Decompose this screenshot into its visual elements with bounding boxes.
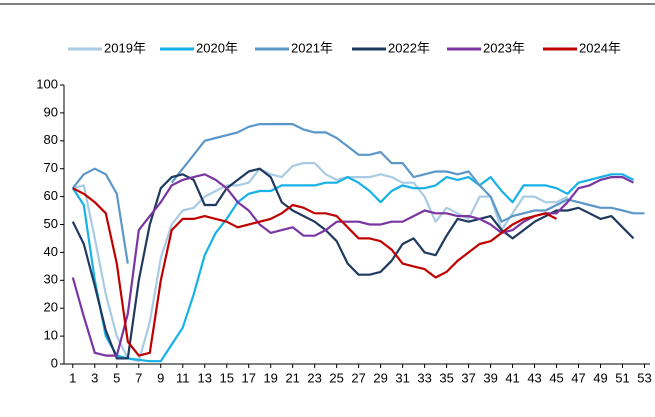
y-tick-label: 90 xyxy=(44,104,58,119)
legend-label: 2019年 xyxy=(104,40,146,55)
x-tick-label: 15 xyxy=(219,370,233,385)
y-tick-label: 100 xyxy=(36,76,58,91)
x-tick-label: 17 xyxy=(241,370,255,385)
y-tick-label: 40 xyxy=(44,244,58,259)
x-tick-label: 41 xyxy=(505,370,519,385)
x-tick-label: 27 xyxy=(351,370,365,385)
x-tick-label: 33 xyxy=(417,370,431,385)
x-tick-label: 29 xyxy=(373,370,387,385)
x-tick-label: 13 xyxy=(197,370,211,385)
x-tick-label: 1 xyxy=(69,370,76,385)
y-tick-label: 60 xyxy=(44,188,58,203)
x-tick-label: 23 xyxy=(307,370,321,385)
legend-label: 2022年 xyxy=(388,40,430,55)
x-tick-label: 43 xyxy=(527,370,541,385)
x-tick-label: 7 xyxy=(135,370,142,385)
x-tick-label: 49 xyxy=(593,370,607,385)
x-tick-label: 11 xyxy=(176,370,190,385)
series-line xyxy=(72,187,558,357)
x-tick-label: 3 xyxy=(91,370,98,385)
legend-label: 2021年 xyxy=(291,40,333,55)
y-tick-label: 10 xyxy=(44,328,58,343)
y-tick-label: 50 xyxy=(44,216,58,231)
series-line xyxy=(71,167,635,360)
x-tick-label: 21 xyxy=(285,370,299,385)
x-tick-label: 37 xyxy=(461,370,475,385)
y-tick-label: 0 xyxy=(51,355,58,370)
x-tick-label: 5 xyxy=(113,370,120,385)
x-tick-label: 51 xyxy=(615,370,629,385)
legend-label: 2023年 xyxy=(483,40,525,55)
x-tick-label: 25 xyxy=(329,370,343,385)
y-tick-label: 70 xyxy=(44,160,58,175)
legend-label: 2024年 xyxy=(579,40,621,55)
legend-label: 2020年 xyxy=(196,40,238,55)
y-tick-label: 20 xyxy=(44,300,58,315)
x-tick-label: 31 xyxy=(395,370,409,385)
x-tick-label: 35 xyxy=(439,370,453,385)
x-tick-label: 45 xyxy=(549,370,563,385)
y-tick-label: 30 xyxy=(44,272,58,287)
x-tick-label: 53 xyxy=(637,370,651,385)
x-tick-label: 9 xyxy=(157,370,164,385)
series-line xyxy=(71,173,634,363)
y-tick-label: 80 xyxy=(44,132,58,147)
series-line xyxy=(71,123,645,264)
x-tick-label: 47 xyxy=(571,370,585,385)
series-line xyxy=(72,162,568,363)
x-tick-label: 39 xyxy=(483,370,497,385)
x-tick-label: 19 xyxy=(263,370,277,385)
